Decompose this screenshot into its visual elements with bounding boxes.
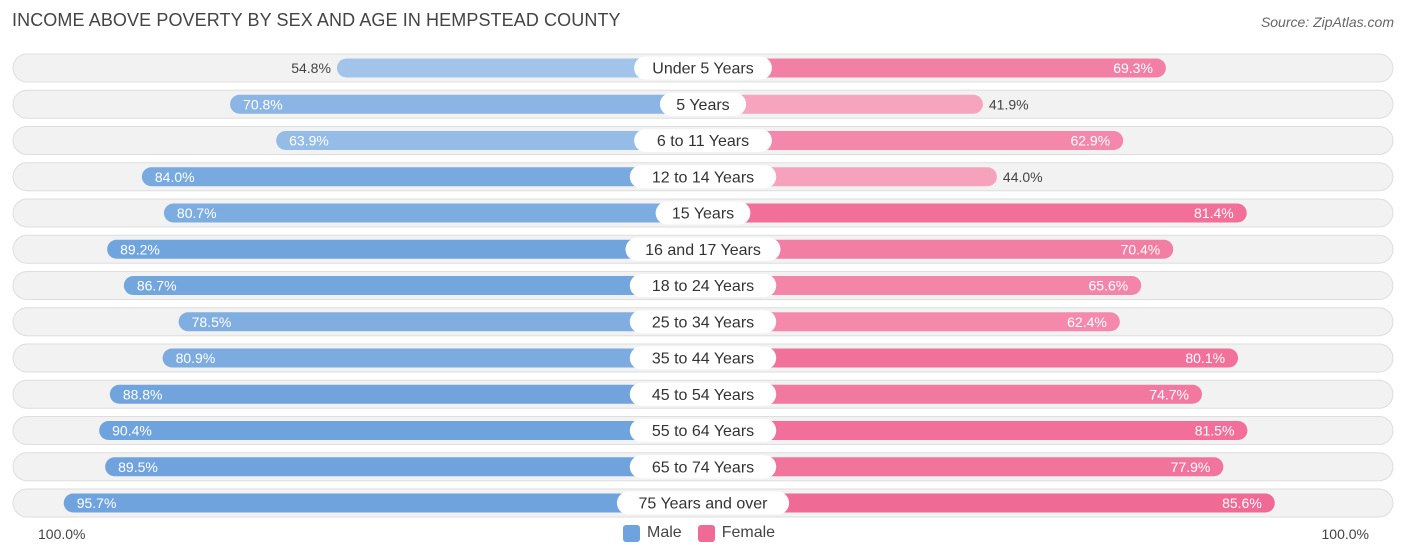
- female-bar: [703, 457, 1224, 477]
- female-bar: [703, 493, 1275, 513]
- male-value-label: 88.8%: [123, 386, 163, 402]
- category-label: 35 to 44 Years: [652, 351, 754, 368]
- category-label: 16 and 17 Years: [645, 242, 761, 259]
- category-pill: [625, 237, 781, 261]
- category-pill: [634, 56, 772, 80]
- category-pill: [629, 165, 777, 189]
- male-bar: [336, 58, 703, 78]
- category-pill: [629, 346, 777, 370]
- female-value-label: 81.5%: [1195, 423, 1235, 439]
- male-bar: [162, 348, 703, 368]
- male-bar: [163, 203, 703, 223]
- male-bar: [105, 457, 703, 477]
- category-pill: [659, 92, 747, 116]
- male-bar: [141, 167, 703, 187]
- category-pill: [634, 129, 772, 152]
- category-label: 55 to 64 Years: [652, 423, 754, 440]
- source-label: Source: ZipAtlas.com: [1260, 14, 1394, 30]
- axis-left-label: 100.0%: [38, 526, 86, 542]
- category-label: 12 to 14 Years: [652, 169, 754, 186]
- female-swatch: [697, 524, 715, 542]
- category-label: 75 Years and over: [639, 496, 769, 513]
- category-pill: [616, 491, 790, 515]
- male-bar: [178, 312, 703, 332]
- female-bar: [703, 203, 1247, 223]
- female-bar: [703, 384, 1202, 404]
- female-bar: [703, 58, 1166, 78]
- male-bar: [99, 421, 704, 440]
- category-pill: [629, 310, 777, 334]
- male-value-label: 89.5%: [118, 459, 158, 475]
- legend: Male Female: [623, 524, 791, 542]
- legend-male-label: Male: [647, 524, 682, 541]
- category-pill: [629, 382, 777, 406]
- male-value-label: 54.8%: [291, 60, 331, 76]
- male-value-label: 90.4%: [112, 423, 152, 439]
- male-bar: [107, 239, 704, 259]
- female-value-label: 70.4%: [1121, 241, 1161, 257]
- category-pill: [629, 455, 777, 479]
- female-bar: [703, 276, 1142, 295]
- female-value-label: 65.6%: [1089, 278, 1129, 294]
- male-value-label: 70.8%: [243, 96, 283, 112]
- legend-item-male: Male: [623, 524, 682, 542]
- female-value-label: 62.4%: [1067, 314, 1107, 330]
- legend-female-label: Female: [721, 524, 776, 541]
- female-bar: [703, 421, 1248, 440]
- male-bar: [230, 94, 703, 114]
- category-label: 45 to 54 Years: [652, 387, 754, 404]
- female-value-label: 69.3%: [1113, 60, 1153, 76]
- female-bar: [703, 312, 1120, 332]
- category-label: 15 Years: [672, 206, 734, 223]
- category-label: 25 to 34 Years: [652, 314, 754, 331]
- bar-chart: 54.8% 69.3% Under 5 Years 70.8% 41.9% 5 Years…: [12, 53, 1394, 518]
- male-bar: [276, 131, 703, 150]
- male-bar: [109, 384, 704, 404]
- male-value-label: 78.5%: [192, 314, 232, 330]
- category-label: 65 to 74 Years: [652, 459, 754, 476]
- category-label: 6 to 11 Years: [657, 133, 749, 150]
- female-bar: [703, 239, 1174, 259]
- female-value-label: 81.4%: [1194, 205, 1234, 221]
- category-pill: [629, 419, 777, 442]
- male-value-label: 95.7%: [77, 495, 117, 511]
- male-value-label: 80.9%: [176, 350, 216, 366]
- male-swatch: [623, 524, 640, 542]
- female-bar: [703, 348, 1239, 368]
- male-value-label: 80.7%: [177, 205, 217, 221]
- female-value-label: 77.9%: [1171, 459, 1211, 475]
- category-pill: [655, 201, 751, 225]
- legend-item-female: Female: [697, 524, 776, 542]
- female-bar: [703, 94, 983, 114]
- category-pill: [629, 274, 777, 297]
- male-value-label: 63.9%: [289, 133, 329, 149]
- male-value-label: 86.7%: [137, 278, 177, 294]
- female-bar: [703, 167, 997, 187]
- male-value-label: 89.2%: [120, 241, 160, 257]
- chart-title: INCOME ABOVE POVERTY BY SEX AND AGE IN H…: [12, 10, 621, 30]
- female-value-label: 41.9%: [989, 96, 1029, 112]
- male-bar: [123, 276, 704, 295]
- female-bar: [703, 131, 1124, 150]
- female-value-label: 44.0%: [1003, 169, 1043, 185]
- female-value-label: 62.9%: [1070, 133, 1110, 149]
- female-value-label: 80.1%: [1185, 350, 1225, 366]
- female-value-label: 74.7%: [1149, 386, 1189, 402]
- female-value-label: 85.6%: [1222, 495, 1262, 511]
- male-bar: [63, 493, 703, 513]
- category-label: 5 Years: [676, 97, 729, 114]
- male-value-label: 84.0%: [155, 169, 195, 185]
- category-label: Under 5 Years: [652, 61, 753, 78]
- category-label: 18 to 24 Years: [652, 278, 754, 295]
- axis-right-label: 100.0%: [1321, 526, 1369, 542]
